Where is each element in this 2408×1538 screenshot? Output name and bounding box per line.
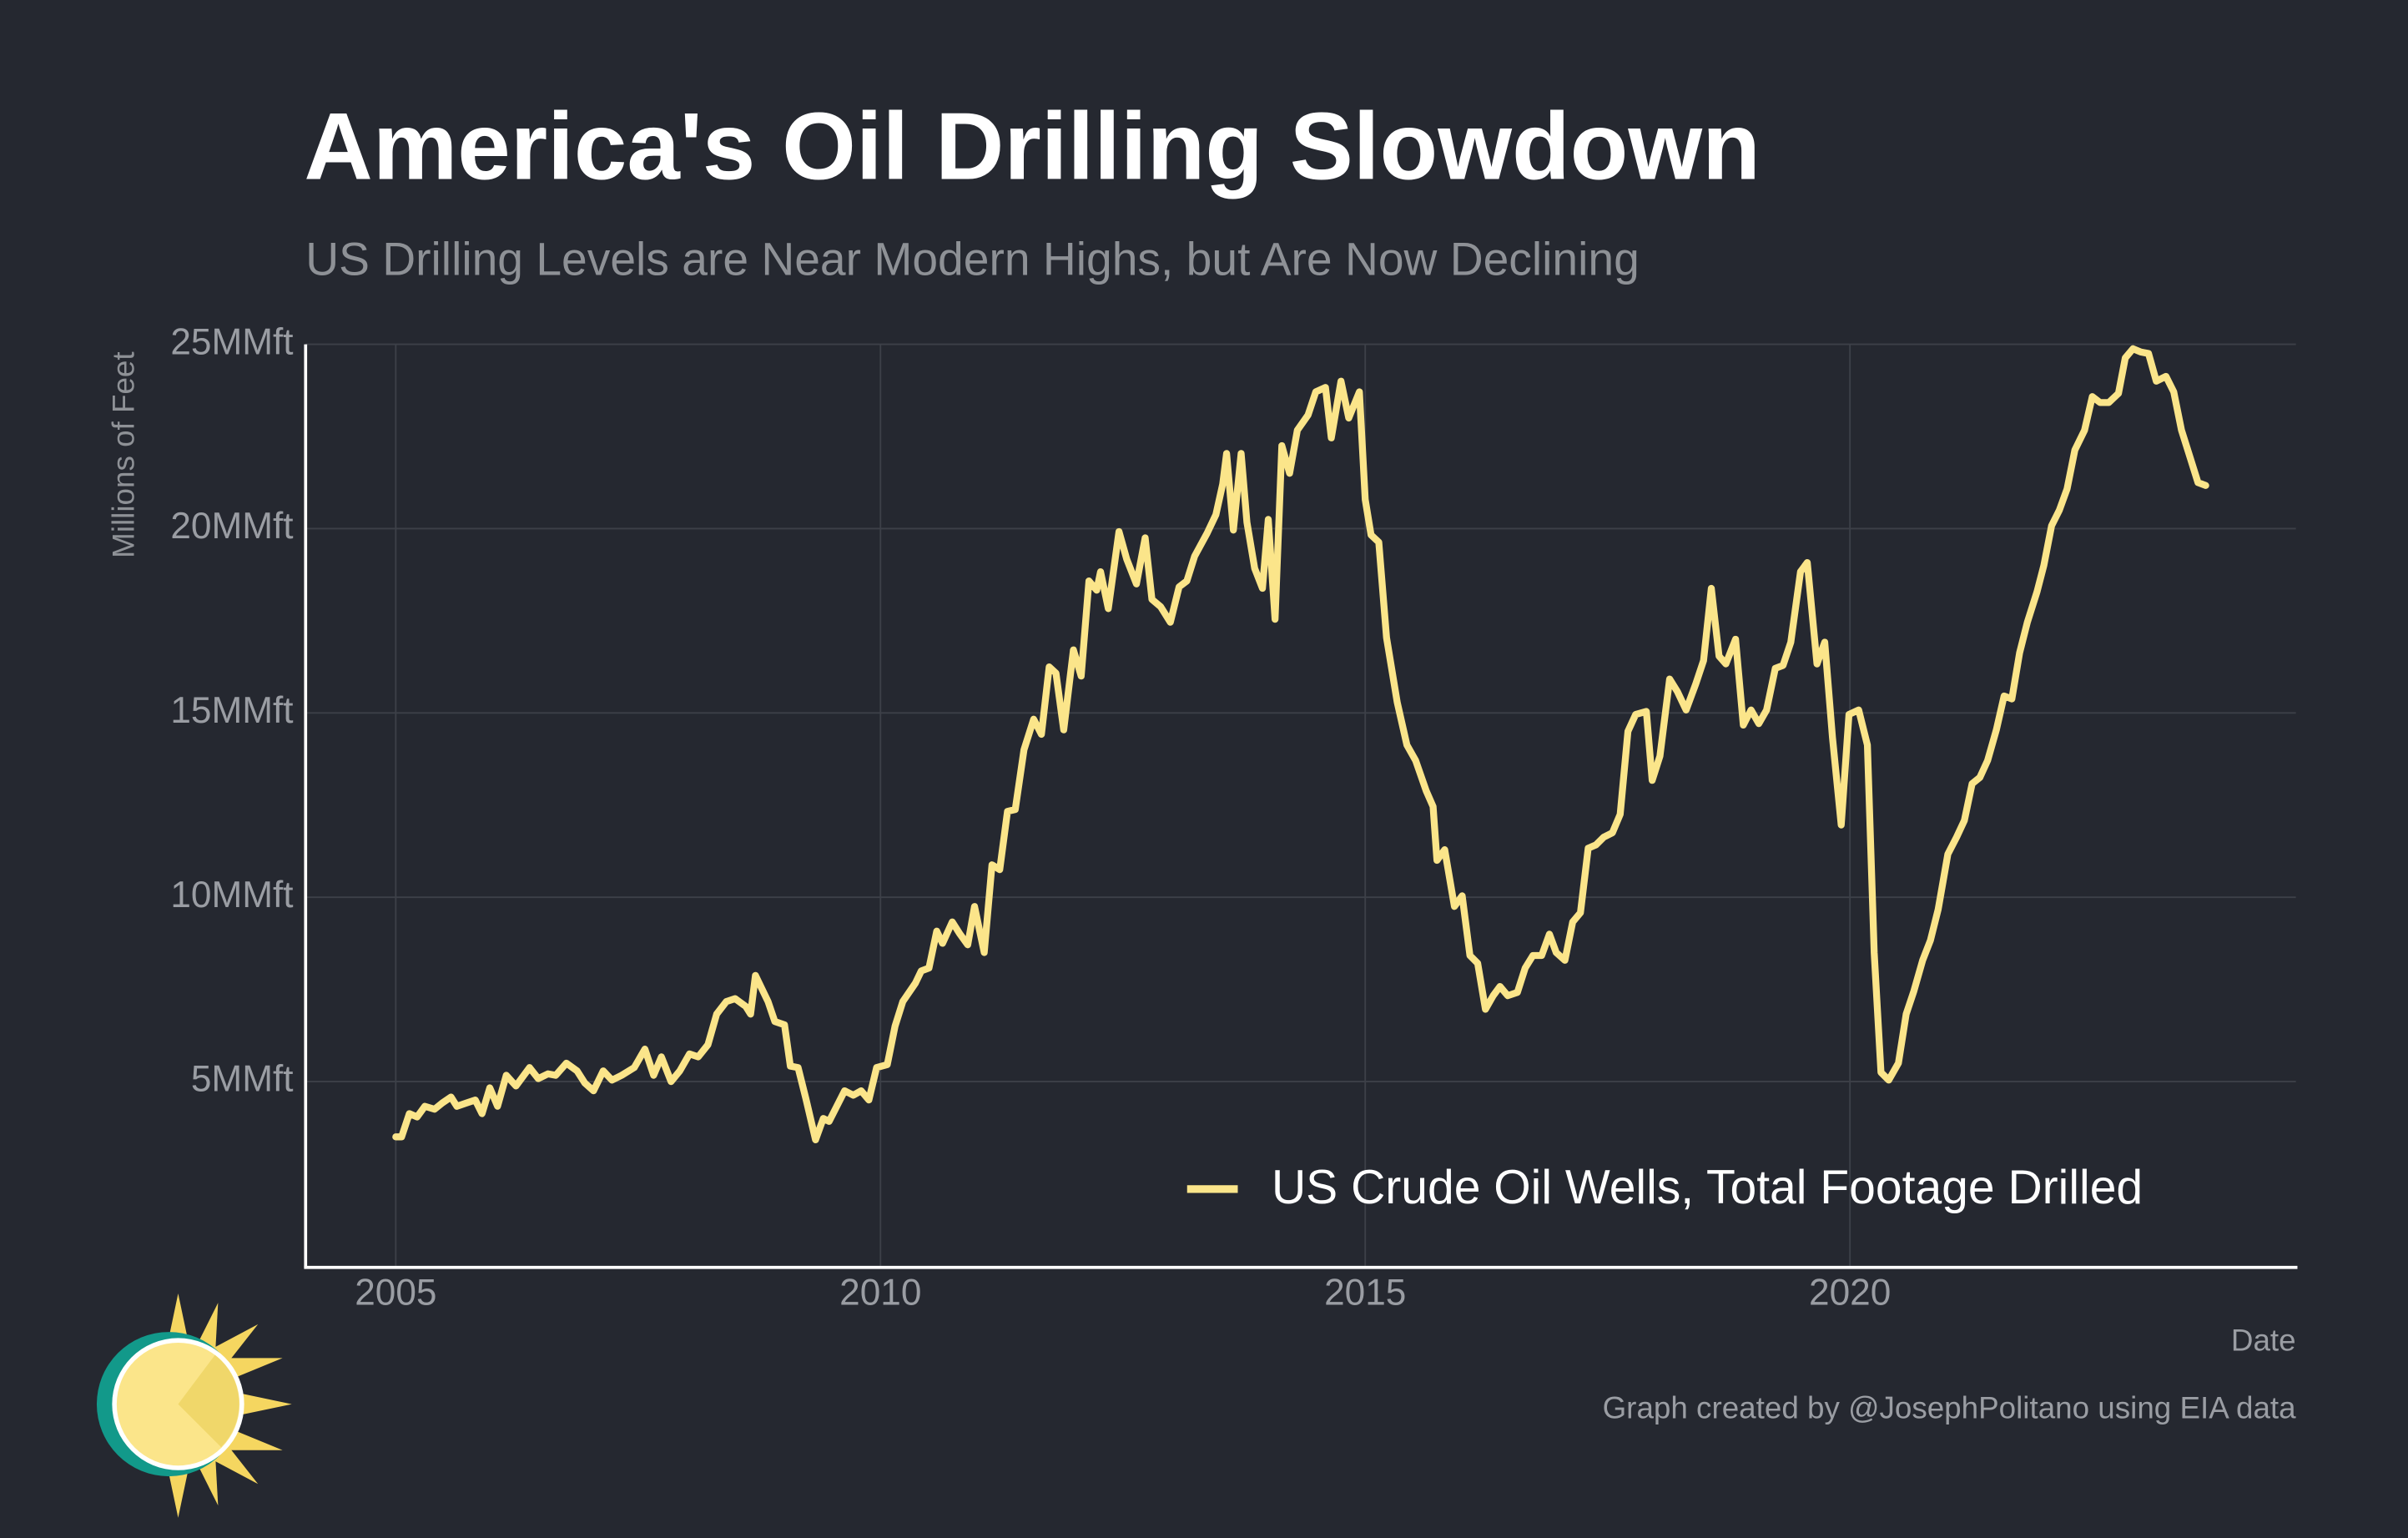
x-tick-label: 2010 <box>839 1273 921 1314</box>
data-line <box>392 345 2209 1143</box>
y-tick-label: 20MMft <box>170 506 293 547</box>
y-tick-label: 15MMft <box>170 690 293 731</box>
x-tick-label: 2015 <box>1324 1273 1406 1314</box>
x-axis-label: Date <box>2231 1324 2296 1358</box>
y-tick-label: 25MMft <box>170 321 293 362</box>
y-tick-label: 5MMft <box>191 1059 294 1100</box>
chart-title: America's Oil Drilling Slowdown <box>304 93 1760 199</box>
chart-subtitle: US Drilling Levels are Near Modern Highs… <box>305 234 1640 285</box>
x-tick-label: 2005 <box>355 1273 436 1314</box>
x-tick-label: 2020 <box>1809 1273 1891 1314</box>
legend-label: US Crude Oil Wells, Total Footage Drille… <box>1272 1161 2143 1214</box>
logo <box>96 1293 292 1518</box>
plot-area: 5MMft 10MMft 15MMft 20MMft 25MMft 2005 2010 201… <box>170 321 2296 1314</box>
y-axis-label: Millions of Feet <box>107 351 141 557</box>
y-tick-label: 10MMft <box>170 875 293 915</box>
caption: Graph created by @JosephPolitano using E… <box>1603 1391 2297 1425</box>
